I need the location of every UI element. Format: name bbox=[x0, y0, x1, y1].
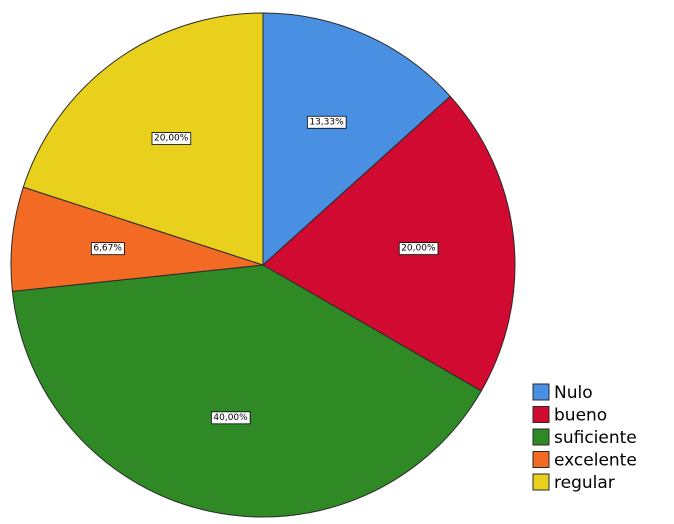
slice-label-value: 40,00% bbox=[213, 413, 248, 423]
legend-swatch bbox=[532, 383, 550, 401]
legend-swatch bbox=[532, 406, 550, 423]
legend-swatch bbox=[532, 451, 550, 468]
slice-label-value: 20,00% bbox=[154, 134, 189, 144]
slice-label-value: 13,33% bbox=[309, 117, 344, 127]
legend-label: excelente bbox=[554, 451, 637, 471]
pie-slice-nulo bbox=[262, 12, 451, 266]
legend-item-suficiente: suficiente bbox=[532, 428, 637, 448]
legend-swatch bbox=[532, 428, 550, 446]
legend-label: regular bbox=[554, 473, 615, 493]
legend-item-bueno: bueno bbox=[532, 406, 607, 426]
legend-label: Nulo bbox=[554, 383, 593, 403]
pie-slice-labels: 13,33% 20,00% 40,00% 6,67% 20,00% bbox=[90, 115, 439, 425]
legend-item-nulo: Nulo bbox=[532, 383, 593, 403]
legend-label: suficiente bbox=[554, 428, 637, 448]
slice-label-nulo: 13,33% bbox=[306, 115, 347, 129]
slice-label-regular: 20,00% bbox=[151, 132, 192, 145]
pie-slice-regular bbox=[22, 12, 264, 266]
slice-label-value: 20,00% bbox=[401, 244, 436, 254]
pie-slices bbox=[10, 12, 516, 518]
legend-label: bueno bbox=[554, 406, 607, 426]
slice-label-box bbox=[398, 242, 439, 256]
slice-label-value: 6,67% bbox=[93, 244, 122, 254]
slice-label-box bbox=[306, 115, 347, 129]
pie-slice-bueno bbox=[262, 95, 516, 392]
slice-label-bueno: 20,00% bbox=[398, 242, 439, 256]
legend-item-regular: regular bbox=[532, 473, 615, 493]
slice-label-excelente: 6,67% bbox=[90, 242, 125, 256]
slice-label-suficiente: 40,00% bbox=[210, 411, 251, 425]
slice-label-box bbox=[210, 411, 251, 425]
legend-swatch bbox=[532, 473, 550, 491]
slice-label-box bbox=[90, 242, 125, 256]
legend-item-excelente: excelente bbox=[532, 451, 637, 471]
slice-label-box bbox=[151, 132, 192, 145]
pie-slice-suficiente bbox=[11, 264, 482, 518]
